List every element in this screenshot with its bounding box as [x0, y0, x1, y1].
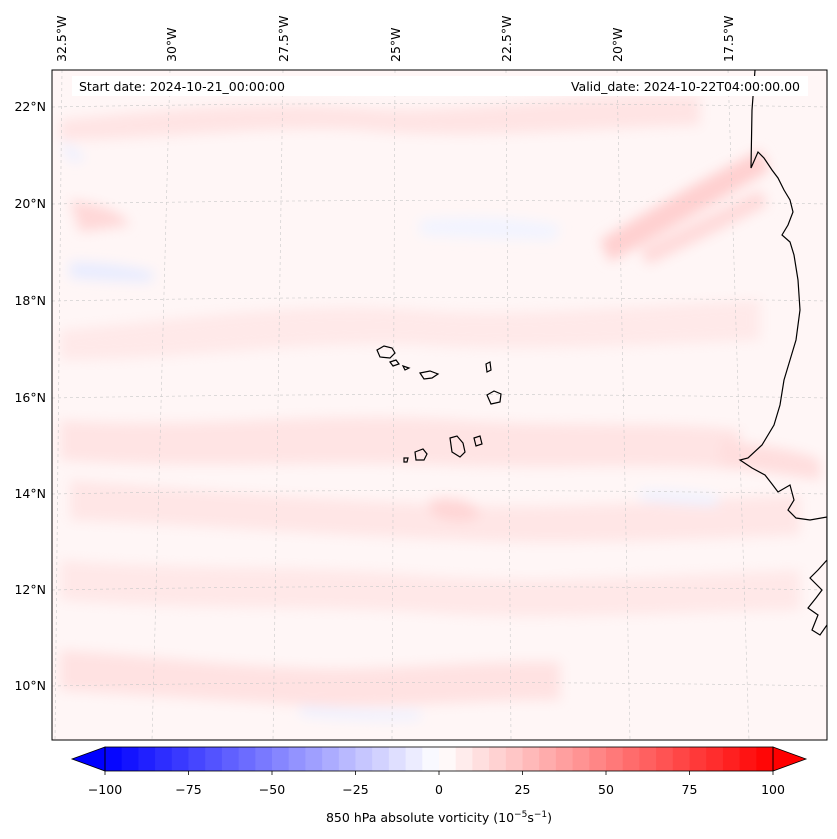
colorbar-cells [105, 747, 774, 771]
field-background [52, 70, 827, 740]
colorbar-cell [455, 747, 473, 771]
african-coastline [738, 70, 827, 636]
info-box [72, 76, 808, 96]
map-area [52, 70, 827, 740]
colorbar-cell [255, 747, 273, 771]
colorbar-min-arrow [70, 746, 106, 772]
colorbar-cell [272, 747, 290, 771]
colorbar-cell [221, 747, 240, 771]
island-brava [403, 457, 409, 463]
colorbar-cell [706, 747, 724, 771]
island-sao-nicolau [419, 370, 440, 380]
island-santo-antao [376, 345, 396, 359]
start-date-text: Start date: 2024-10-21_00:00:00 [79, 79, 285, 94]
colorbar-cell [238, 747, 256, 771]
lat-label: 12°N [14, 582, 46, 597]
island-santa-luzia [401, 364, 411, 371]
colorbar-cell [656, 747, 674, 771]
colorbar-tick-label: 25 [515, 782, 531, 797]
colorbar-cell [555, 747, 574, 771]
colorbar-cell [388, 747, 407, 771]
island-fogo [414, 448, 428, 461]
island-boa-vista [486, 390, 502, 405]
colorbar-cell [355, 747, 373, 771]
colorbar: −100 −75 −50 −25 0 25 50 75 100 850 hPa … [70, 746, 808, 825]
lat-label: 18°N [14, 293, 46, 308]
colorbar-cell [739, 747, 757, 771]
island-santiago [449, 435, 466, 458]
lat-label: 22°N [14, 99, 46, 114]
colorbar-tick-label: −75 [175, 782, 201, 797]
colorbar-cell [606, 747, 624, 771]
colorbar-cell [322, 747, 340, 771]
colorbar-cell [689, 747, 707, 771]
lat-label: 20°N [14, 196, 46, 211]
latitude-labels: 22°N 20°N 18°N 16°N 14°N 12°N 10°N [14, 99, 46, 693]
colorbar-cell [422, 747, 440, 771]
colorbar-cell [589, 747, 607, 771]
colorbar-cell [171, 747, 189, 771]
vorticity-contours [60, 95, 820, 721]
lon-label: 32.5°W [54, 16, 69, 62]
colorbar-cell [539, 747, 557, 771]
colorbar-cell [121, 747, 139, 771]
cape-verde-islands [376, 345, 502, 463]
lon-label: 30°W [164, 27, 179, 62]
colorbar-cell [105, 747, 123, 771]
island-sal [485, 361, 492, 373]
colorbar-max-arrow [772, 746, 808, 772]
colorbar-cell [489, 747, 507, 771]
lon-label: 17.5°W [721, 16, 736, 62]
colorbar-tick-label: 75 [682, 782, 698, 797]
colorbar-cell [188, 747, 206, 771]
colorbar-tick-label: 0 [435, 782, 443, 797]
island-maio [473, 435, 483, 447]
colorbar-ticks [104, 771, 774, 775]
colorbar-tick-label: −25 [342, 782, 368, 797]
colorbar-cell [338, 747, 356, 771]
island-sao-vicente [389, 359, 400, 367]
graticule [52, 70, 827, 740]
colorbar-cell [722, 747, 741, 771]
colorbar-cell [572, 747, 590, 771]
colorbar-tick-label: 100 [761, 782, 785, 797]
colorbar-cell [305, 747, 323, 771]
lon-label: 27.5°W [276, 16, 291, 62]
colorbar-cell [405, 747, 423, 771]
colorbar-title: 850 hPa absolute vorticity (10−5s−1) [326, 810, 552, 825]
colorbar-cell [505, 747, 523, 771]
colorbar-cell [138, 747, 156, 771]
colorbar-cell [639, 747, 657, 771]
colorbar-cell [522, 747, 540, 771]
colorbar-cell [439, 747, 457, 771]
lon-label: 22.5°W [499, 16, 514, 62]
valid-date-text: Valid_date: 2024-10-22T04:00:00.00 [571, 79, 800, 94]
colorbar-tick-label: −50 [259, 782, 285, 797]
colorbar-cell [205, 747, 223, 771]
map-frame [51, 69, 828, 741]
lat-label: 10°N [14, 678, 46, 693]
lon-label: 20°W [610, 27, 625, 62]
colorbar-cell [756, 747, 774, 771]
colorbar-cell [155, 747, 173, 771]
longitude-labels: 32.5°W 30°W 27.5°W 25°W 22.5°W 20°W 17.5… [54, 16, 736, 62]
lon-label: 25°W [388, 27, 403, 62]
lat-label: 14°N [14, 486, 46, 501]
colorbar-cell [672, 747, 690, 771]
colorbar-tick-label: −100 [88, 782, 122, 797]
colorbar-cell [622, 747, 640, 771]
colorbar-tick-label: 50 [598, 782, 614, 797]
colorbar-cell [372, 747, 390, 771]
colorbar-cell [472, 747, 490, 771]
lat-label: 16°N [14, 390, 46, 405]
colorbar-cell [288, 747, 306, 771]
